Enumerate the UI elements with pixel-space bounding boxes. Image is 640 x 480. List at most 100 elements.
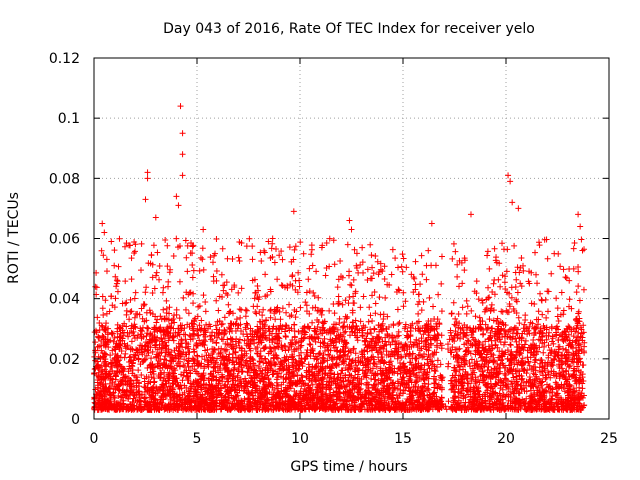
data-point — [437, 361, 444, 368]
data-point — [206, 382, 213, 389]
data-point — [450, 389, 457, 396]
data-point — [463, 340, 470, 347]
data-point — [580, 377, 587, 384]
data-point — [522, 337, 529, 344]
data-point — [276, 400, 283, 407]
data-point — [556, 343, 563, 350]
data-point — [530, 363, 537, 370]
data-point — [232, 348, 239, 355]
data-point — [327, 385, 334, 392]
data-point — [416, 347, 423, 354]
data-point — [325, 351, 332, 358]
data-point — [490, 401, 497, 408]
data-point — [317, 343, 324, 350]
data-point — [151, 378, 158, 385]
data-point — [268, 380, 275, 387]
data-point — [455, 386, 462, 393]
data-point — [209, 329, 216, 336]
data-point — [434, 357, 441, 364]
data-point — [149, 348, 156, 355]
data-point — [269, 384, 276, 391]
data-point — [185, 341, 192, 348]
data-point — [292, 340, 299, 347]
data-point — [555, 346, 562, 353]
data-point — [223, 376, 230, 383]
data-point — [95, 395, 102, 402]
data-point — [307, 341, 314, 348]
data-point — [207, 336, 214, 343]
data-point — [150, 389, 157, 396]
data-point — [318, 385, 325, 392]
data-point — [545, 369, 552, 376]
data-point — [254, 350, 261, 357]
data-point — [302, 355, 309, 362]
data-point — [187, 380, 194, 387]
data-point — [202, 347, 209, 354]
data-point — [285, 346, 292, 353]
data-point — [300, 388, 307, 395]
data-point — [184, 373, 191, 380]
data-point — [432, 368, 439, 375]
data-point — [354, 337, 361, 344]
data-point — [211, 363, 218, 370]
data-point — [460, 366, 467, 373]
data-point — [430, 390, 437, 397]
data-point — [363, 381, 370, 388]
data-point — [373, 363, 380, 370]
data-point — [327, 347, 334, 354]
data-point — [168, 363, 175, 370]
data-point — [148, 355, 155, 362]
data-point — [513, 376, 520, 383]
data-point — [163, 342, 170, 349]
data-point — [277, 373, 284, 380]
data-point — [409, 367, 416, 374]
data-point — [202, 338, 209, 345]
data-point — [321, 358, 328, 365]
data-point — [262, 364, 269, 371]
data-point — [269, 402, 276, 409]
data-point — [400, 373, 407, 380]
data-point — [342, 328, 349, 335]
data-point — [329, 356, 336, 363]
data-point — [474, 361, 481, 368]
data-point — [468, 356, 475, 363]
data-point — [211, 401, 218, 408]
data-point — [406, 391, 413, 398]
data-point — [261, 355, 268, 362]
data-point — [287, 379, 294, 386]
data-point — [220, 336, 227, 343]
data-point — [159, 400, 166, 407]
data-point — [163, 380, 170, 387]
data-point — [113, 340, 120, 347]
data-point — [407, 338, 414, 345]
data-point — [340, 389, 347, 396]
data-point — [434, 331, 441, 338]
data-point — [475, 377, 482, 384]
data-point — [152, 338, 159, 345]
data-point — [373, 347, 380, 354]
data-point — [468, 331, 475, 338]
data-point — [380, 346, 387, 353]
data-point — [570, 372, 577, 379]
data-point — [275, 334, 282, 341]
data-point — [526, 362, 533, 369]
data-point — [519, 355, 526, 362]
data-point — [120, 329, 127, 336]
data-point — [193, 395, 200, 402]
data-point — [117, 341, 124, 348]
data-point — [546, 329, 553, 336]
data-point — [348, 349, 355, 356]
data-point — [563, 367, 570, 374]
data-point — [274, 355, 281, 362]
data-point — [179, 406, 186, 413]
data-point — [229, 354, 236, 361]
data-point — [165, 333, 172, 340]
data-point — [445, 398, 452, 405]
data-point — [340, 358, 347, 365]
data-point — [218, 329, 225, 336]
data-point — [466, 360, 473, 367]
data-point — [475, 338, 482, 345]
data-point — [198, 373, 205, 380]
data-point — [189, 335, 196, 342]
